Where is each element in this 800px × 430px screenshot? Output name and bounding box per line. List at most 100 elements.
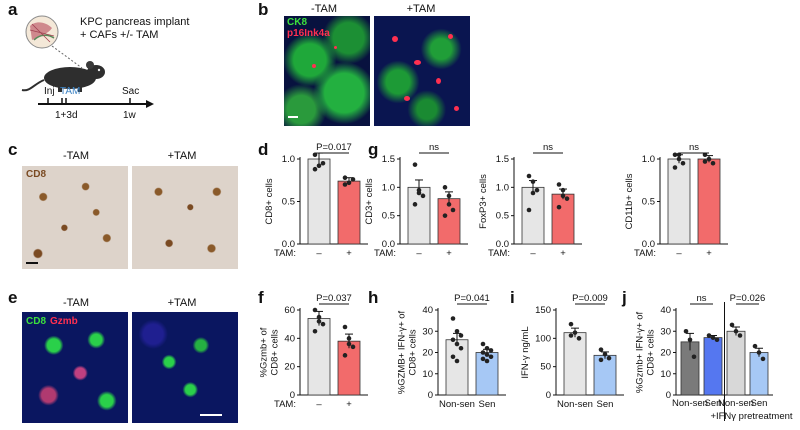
x-tick-label: + [446, 248, 452, 259]
data-point [312, 166, 318, 172]
y-tick-label: 0.0 [282, 239, 295, 250]
y-axis-label: CD8+ cells [646, 329, 657, 375]
bar [593, 354, 617, 396]
y-axis-label: CD8+ cells [408, 329, 419, 375]
data-point [320, 160, 326, 166]
y-tick-label: 20 [422, 348, 433, 359]
chart-g3: 0.0 0.5 1.0 CD11b+ cells – + TAM: ns [624, 142, 728, 259]
x-tick-label: – [316, 399, 322, 410]
data-point [526, 207, 532, 213]
y-tick-label: 40 [284, 333, 295, 344]
bar [337, 340, 361, 396]
data-point [752, 343, 758, 349]
data-point [450, 354, 456, 360]
data-point [450, 207, 456, 213]
micrograph-b-plus [374, 16, 470, 126]
data-point [702, 159, 708, 164]
timeline-day-label: 1+3d [55, 110, 78, 121]
data-point [706, 333, 712, 338]
data-point [480, 356, 486, 362]
data-point [691, 354, 697, 360]
y-tick-label: 0.5 [382, 211, 395, 222]
data-point [312, 328, 318, 334]
data-point [576, 336, 582, 341]
data-point [672, 152, 678, 158]
bar [445, 339, 469, 396]
data-point [710, 335, 716, 340]
y-tick-label: 1.5 [496, 154, 509, 165]
data-point [346, 341, 352, 347]
data-point [316, 163, 322, 169]
bar [307, 158, 331, 245]
y-tick-label: 100 [535, 333, 551, 344]
data-point [733, 328, 739, 334]
data-point [534, 187, 540, 193]
timeline-sac-label: Sac [122, 86, 140, 97]
data-point [346, 180, 352, 186]
data-point [450, 337, 456, 343]
y-axis-label: CD8+ cells [270, 329, 281, 375]
y-tick-label: 1.0 [282, 154, 295, 165]
p-value-label: ns [696, 293, 706, 304]
data-point [342, 175, 348, 180]
p-value-label: P=0.037 [316, 293, 352, 304]
y-tick-label: 40 [422, 305, 433, 316]
y-tick-label: 0.0 [642, 239, 655, 250]
bar [551, 193, 575, 245]
data-point [676, 152, 682, 158]
data-point [346, 336, 352, 341]
stain-cd8-label-e: CD8 [26, 316, 47, 327]
data-point [312, 152, 318, 158]
data-point [672, 165, 678, 170]
data-point [756, 350, 762, 355]
data-point [480, 341, 486, 347]
implant-title-line1: KPC pancreas implant [80, 16, 190, 28]
y-tick-label: 30 [422, 326, 433, 337]
data-point [606, 355, 612, 361]
x-tick-label: + [560, 248, 566, 259]
timeline-arrowhead [146, 100, 154, 108]
panel-label-f: f [258, 288, 264, 307]
y-tick-label: 1.0 [382, 182, 395, 193]
data-point [484, 352, 490, 357]
y-axis-label: CD11b+ cells [624, 173, 635, 229]
data-point [446, 193, 452, 199]
p-value-label: ns [429, 142, 439, 153]
x-tick-label: – [530, 248, 536, 259]
y-tick-label: 60 [284, 305, 295, 316]
x-tick-label: Sen [597, 399, 614, 410]
p-value-label: P=0.017 [316, 142, 352, 153]
panel-label-c: c [8, 140, 18, 159]
p-value-label: P=0.026 [730, 293, 766, 304]
y-tick-label: 0 [666, 390, 671, 401]
implant-icon [25, 15, 59, 49]
data-point [602, 351, 608, 357]
data-point [450, 316, 456, 321]
data-point [412, 162, 418, 167]
data-point [480, 350, 486, 355]
micrograph-c-plus [132, 166, 238, 269]
bar [726, 330, 746, 396]
p-value-label: P=0.041 [454, 293, 490, 304]
chart-j: 0 10 20 30 40 %Gzmb+ IFN-γ+ of CD8+ cells Non-s… [635, 293, 793, 422]
x-tick-label: Sen [751, 398, 768, 409]
data-point [488, 354, 494, 360]
y-tick-label: 1.0 [496, 182, 509, 193]
y-axis-label: %Gzmb+ of [259, 327, 270, 377]
data-point [568, 333, 574, 338]
x-tick-label: Non-sen [718, 398, 754, 409]
chart-g2: 0.0 0.5 1.0 1.5 FoxP3+ cells – + TAM: ns [478, 142, 582, 259]
bar [703, 337, 723, 396]
data-point [760, 356, 766, 362]
y-tick-label: 0.5 [496, 211, 509, 222]
data-point [737, 333, 743, 338]
p-value-label: ns [543, 142, 553, 153]
panel-e-minus-label: -TAM [62, 297, 90, 309]
y-axis-label: CD8+ cells [264, 178, 275, 224]
data-point [342, 353, 348, 358]
p-value-label: ns [689, 142, 699, 153]
y-tick-label: 0 [428, 390, 433, 401]
y-axis-label: %GZMB+ IFN-γ+ of [397, 310, 408, 394]
x-axis-title: TAM: [488, 248, 510, 259]
x-tick-label: Sen [705, 398, 722, 409]
